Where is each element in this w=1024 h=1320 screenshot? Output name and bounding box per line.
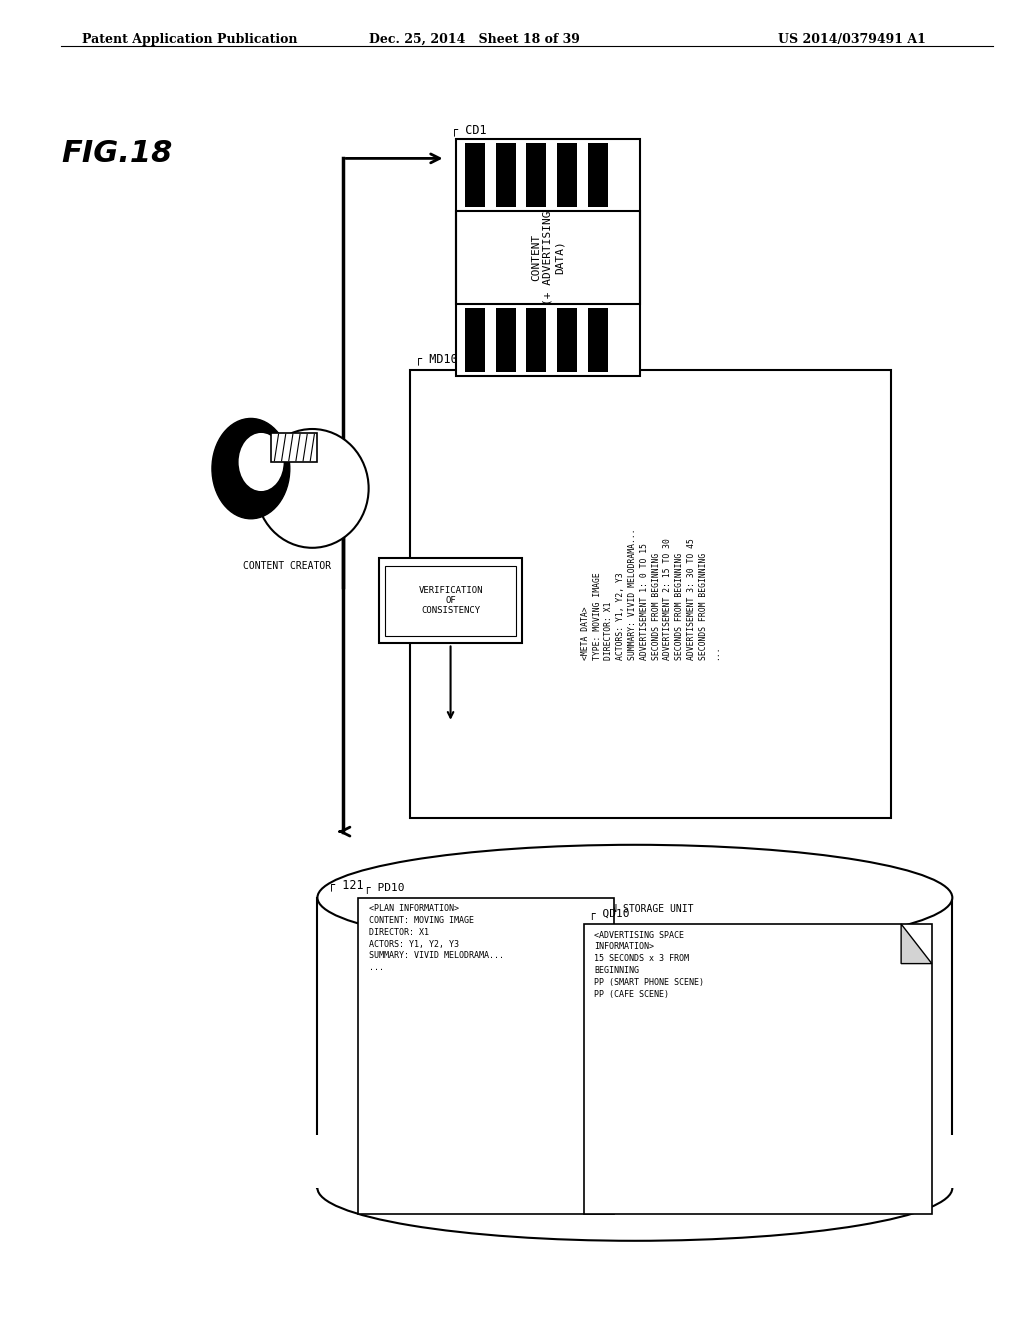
Circle shape	[212, 418, 290, 519]
Bar	[358, 898, 614, 1214]
Bar	[385, 565, 516, 635]
Text: ┌ CD1: ┌ CD1	[451, 123, 486, 136]
Text: FIG.18: FIG.18	[61, 139, 173, 168]
Bar	[588, 143, 608, 207]
Bar	[584, 924, 932, 1214]
Ellipse shape	[256, 429, 369, 548]
Text: ┌ PD10: ┌ PD10	[364, 883, 404, 894]
Text: ┌ QD10: ┌ QD10	[589, 909, 630, 920]
Bar	[557, 143, 578, 207]
Bar	[410, 370, 891, 818]
Polygon shape	[901, 924, 932, 964]
Text: <PLAN INFORMATION>
CONTENT: MOVING IMAGE
DIRECTOR: X1
ACTORS: Y1, Y2, Y3
SUMMARY: <PLAN INFORMATION> CONTENT: MOVING IMAGE…	[369, 904, 504, 973]
Text: <META DATA>
TYPE: MOVING IMAGE
DIRECTOR: X1
ACTORS: Y1, Y2, Y3
SUMMARY: VIVID ME: <META DATA> TYPE: MOVING IMAGE DIRECTOR:…	[581, 528, 720, 660]
Text: VERIFICATION
OF
CONSISTENCY: VERIFICATION OF CONSISTENCY	[419, 586, 482, 615]
Text: ┌ 121: ┌ 121	[328, 878, 364, 891]
Bar	[496, 143, 515, 207]
Bar	[526, 143, 547, 207]
Bar	[526, 308, 547, 372]
Bar	[588, 308, 608, 372]
Text: US 2014/0379491 A1: US 2014/0379491 A1	[778, 33, 926, 46]
Bar	[456, 304, 640, 376]
Bar	[456, 139, 640, 376]
Bar	[496, 308, 515, 372]
Text: Patent Application Publication: Patent Application Publication	[82, 33, 297, 46]
Text: ┌ MD10: ┌ MD10	[415, 352, 458, 366]
Bar	[456, 211, 640, 304]
Text: AUCTION STORAGE UNIT: AUCTION STORAGE UNIT	[577, 904, 693, 915]
Bar	[379, 557, 522, 643]
Bar	[557, 308, 578, 372]
Text: <ADVERTISING SPACE
INFORMATION>
15 SECONDS x 3 FROM
BEGINNING
PP (SMART PHONE SC: <ADVERTISING SPACE INFORMATION> 15 SECON…	[594, 931, 703, 999]
Ellipse shape	[317, 845, 952, 950]
Text: CONTENT CREATOR: CONTENT CREATOR	[243, 561, 331, 572]
Bar	[465, 143, 485, 207]
Bar	[307, 1135, 963, 1188]
Bar	[317, 898, 952, 1188]
Circle shape	[239, 433, 284, 491]
Ellipse shape	[317, 1135, 952, 1241]
FancyBboxPatch shape	[271, 433, 317, 462]
Bar	[465, 308, 485, 372]
Text: Dec. 25, 2014   Sheet 18 of 39: Dec. 25, 2014 Sheet 18 of 39	[369, 33, 580, 46]
Bar	[456, 139, 640, 211]
Text: CONTENT
(+ ADVERTISING
DATA): CONTENT (+ ADVERTISING DATA)	[531, 210, 564, 305]
